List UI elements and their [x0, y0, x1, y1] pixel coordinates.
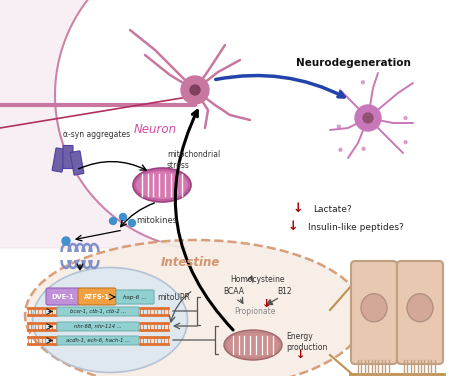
Text: Neurodegeneration: Neurodegeneration — [295, 58, 410, 68]
FancyBboxPatch shape — [57, 307, 139, 316]
FancyBboxPatch shape — [57, 322, 139, 331]
FancyBboxPatch shape — [63, 146, 73, 168]
Circle shape — [189, 85, 199, 95]
Circle shape — [180, 76, 208, 104]
FancyBboxPatch shape — [70, 151, 84, 175]
Ellipse shape — [136, 171, 188, 199]
FancyBboxPatch shape — [52, 148, 66, 172]
Circle shape — [354, 105, 380, 131]
FancyBboxPatch shape — [350, 261, 396, 364]
Polygon shape — [0, 0, 234, 248]
Text: ATFS-1: ATFS-1 — [84, 294, 110, 300]
Text: BCAA: BCAA — [223, 288, 244, 297]
Circle shape — [338, 148, 341, 151]
Circle shape — [128, 220, 135, 226]
Text: ↓: ↓ — [296, 350, 305, 360]
Text: α-syn aggregates: α-syn aggregates — [63, 130, 130, 139]
Ellipse shape — [32, 267, 187, 373]
Ellipse shape — [133, 168, 191, 202]
FancyBboxPatch shape — [116, 290, 154, 304]
Ellipse shape — [224, 330, 281, 360]
Circle shape — [360, 81, 364, 84]
Circle shape — [119, 214, 126, 220]
Text: nhr-68, nhr-114 ...: nhr-68, nhr-114 ... — [74, 324, 121, 329]
FancyBboxPatch shape — [396, 261, 442, 364]
Text: hsp-6 ...: hsp-6 ... — [123, 294, 147, 300]
FancyBboxPatch shape — [78, 288, 116, 305]
Circle shape — [62, 237, 70, 245]
Text: Neuron: Neuron — [133, 123, 176, 136]
Ellipse shape — [406, 294, 432, 322]
Text: Energy
production: Energy production — [285, 332, 327, 352]
Text: Lactate?: Lactate? — [312, 206, 351, 214]
Circle shape — [362, 113, 372, 123]
Text: ↓: ↓ — [292, 203, 302, 215]
Ellipse shape — [25, 240, 364, 376]
Text: mitoUPR: mitoUPR — [156, 293, 189, 302]
Text: bcsr-1, ctb-1, ctb-2 ...: bcsr-1, ctb-1, ctb-2 ... — [70, 309, 126, 314]
Text: mitokines: mitokines — [136, 217, 177, 226]
Circle shape — [109, 217, 116, 224]
Text: Insulin-like peptides?: Insulin-like peptides? — [307, 223, 403, 232]
Text: Propionate: Propionate — [234, 308, 275, 317]
Text: ↓: ↓ — [262, 299, 271, 309]
Ellipse shape — [360, 294, 386, 322]
Text: Intestine: Intestine — [160, 256, 219, 270]
Text: B12: B12 — [277, 288, 292, 297]
FancyBboxPatch shape — [57, 336, 139, 345]
Circle shape — [403, 141, 406, 144]
Text: Homocysteine: Homocysteine — [230, 276, 285, 285]
Circle shape — [403, 117, 406, 120]
Text: ↓: ↓ — [287, 220, 297, 233]
Text: mitochondrial
stress: mitochondrial stress — [166, 150, 220, 170]
Circle shape — [361, 147, 364, 150]
Ellipse shape — [226, 333, 278, 357]
Circle shape — [336, 125, 340, 128]
Text: DVE-1: DVE-1 — [51, 294, 74, 300]
Text: acdh-1, ech-6, hach-1 ...: acdh-1, ech-6, hach-1 ... — [66, 338, 130, 343]
FancyBboxPatch shape — [46, 288, 80, 305]
